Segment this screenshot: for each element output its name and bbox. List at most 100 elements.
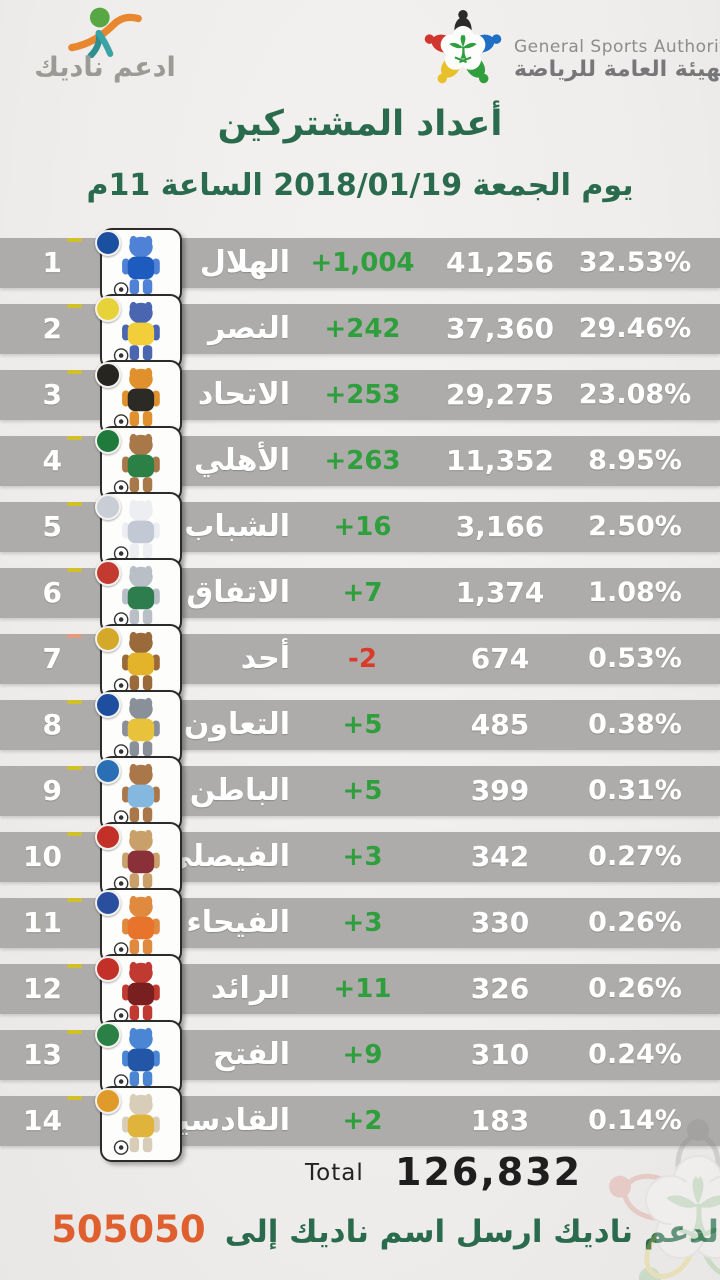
percent-share: 0.31%: [588, 775, 682, 806]
table-row: 8 التعاون +5 485 0: [0, 690, 720, 766]
rank-label: 6: [42, 576, 62, 609]
subscriber-count: 3,166: [455, 510, 545, 543]
club-mascot-icon: [113, 961, 160, 1023]
rank-trend-dash-icon: [67, 238, 82, 242]
table-row: 7 أحد -2 674 0.53%: [0, 624, 720, 700]
gsa-title-arabic: الهيئة العامة للرياضة: [514, 56, 720, 82]
club-mascot-icon: [113, 1027, 160, 1089]
table-row: 6 الاتفاق +7 1,374: [0, 558, 720, 634]
percent-share: 0.53%: [588, 643, 682, 674]
percent-share: 8.95%: [588, 445, 682, 476]
percent-share: 29.46%: [578, 313, 692, 344]
change-value: +7: [342, 578, 383, 608]
club-badge-icon: [95, 956, 121, 982]
change-value: +3: [342, 842, 383, 872]
rank-label: 9: [42, 774, 62, 807]
change-value: +253: [324, 380, 401, 410]
mascot-card: [95, 1086, 182, 1162]
footer-message: لدعم ناديك ارسل اسم ناديك إلى: [224, 1214, 719, 1250]
rank-trend-dash-icon: [67, 370, 82, 374]
change-value: -2: [348, 644, 377, 674]
club-mascot-icon: [113, 763, 160, 825]
percent-share: 23.08%: [578, 379, 692, 410]
gsa-title-english: General Sports Authority: [514, 36, 720, 57]
general-sports-authority-emblem-icon: [424, 10, 502, 84]
mascot-card: [95, 624, 182, 700]
club-badge-icon: [95, 824, 121, 850]
subscriber-count: 342: [470, 840, 530, 873]
support-your-club-logo: ادعم ناديك: [20, 4, 190, 83]
subscriber-count: 485: [470, 708, 530, 741]
club-badge-icon: [95, 296, 121, 322]
subscriber-count: 41,256: [445, 246, 555, 279]
support-your-club-label: ادعم ناديك: [34, 52, 176, 83]
change-value: +2: [342, 1106, 383, 1136]
subscriber-count: 37,360: [445, 312, 555, 345]
club-name: النصر: [207, 311, 290, 346]
mascot-card: [95, 888, 182, 964]
support-your-club-figure-icon: [68, 7, 142, 58]
club-name: الباطن: [189, 773, 290, 808]
rank-trend-dash-icon: [67, 634, 82, 638]
rank-trend-dash-icon: [67, 832, 82, 836]
gsa-logo: General Sports Authority الهيئة العامة ل…: [420, 4, 720, 96]
mascot-card: [95, 822, 182, 898]
change-value: +3: [342, 908, 383, 938]
mascot-card: [95, 492, 182, 568]
rank-label: 3: [42, 378, 62, 411]
rank-label: 5: [42, 510, 62, 543]
mascot-card: [95, 1020, 182, 1096]
subscriber-count: 674: [470, 642, 530, 675]
club-mascot-icon: [113, 697, 160, 759]
percent-share: 0.24%: [588, 1039, 682, 1070]
club-mascot-icon: [113, 367, 160, 429]
table-row: 1 الهلال +1,004 41,256: [0, 228, 720, 304]
club-badge-icon: [95, 560, 121, 586]
percent-share: 0.14%: [588, 1105, 682, 1136]
rank-trend-dash-icon: [67, 766, 82, 770]
change-value: +263: [324, 446, 401, 476]
subscriber-count: 1,374: [455, 576, 545, 609]
club-mascot-icon: [113, 301, 160, 363]
club-name: الشباب: [184, 509, 290, 544]
rank-label: 7: [42, 642, 62, 675]
table-row: 13 الفتح +9 310 0.: [0, 1020, 720, 1096]
club-name: الرائد: [210, 971, 290, 1006]
rank-trend-dash-icon: [67, 568, 82, 572]
percent-share: 0.26%: [588, 973, 682, 1004]
subscriber-count: 330: [470, 906, 530, 939]
change-value: +242: [324, 314, 401, 344]
total-value: 126,832: [395, 1150, 583, 1194]
mascot-card: [95, 954, 182, 1030]
subscribers-table: 1 الهلال +1,004 41,256: [0, 228, 720, 1162]
club-name: الفيحاء: [186, 905, 290, 940]
mascot-card: [95, 558, 182, 634]
club-mascot-icon: [113, 1093, 160, 1155]
subscriber-count: 11,352: [445, 444, 555, 477]
club-mascot-icon: [113, 895, 160, 957]
table-row: 4 الأهلي +263 11,352: [0, 426, 720, 502]
club-badge-icon: [95, 626, 121, 652]
rank-trend-dash-icon: [67, 1030, 82, 1034]
page-title: أعداد المشتركين: [217, 104, 503, 144]
change-value: +11: [333, 974, 392, 1004]
club-mascot-icon: [113, 829, 160, 891]
club-mascot-icon: [113, 565, 160, 627]
rank-label: 4: [42, 444, 62, 477]
club-badge-icon: [95, 494, 121, 520]
change-value: +16: [333, 512, 392, 542]
gsa-emblem-watermark-icon: [609, 1119, 720, 1280]
table-row: 10 الفيصلي +3 342: [0, 822, 720, 898]
rank-label: 8: [42, 708, 62, 741]
rank-label: 14: [23, 1104, 62, 1137]
mascot-card: [95, 228, 182, 304]
table-row: 9 الباطن +5 399 0.: [0, 756, 720, 832]
club-badge-icon: [95, 362, 121, 388]
table-row: 11 الفيحاء +3 330: [0, 888, 720, 964]
club-mascot-icon: [113, 499, 160, 561]
club-badge-icon: [95, 428, 121, 454]
club-name: الاتحاد: [197, 377, 290, 412]
percent-share: 0.38%: [588, 709, 682, 740]
club-badge-icon: [95, 1088, 121, 1114]
